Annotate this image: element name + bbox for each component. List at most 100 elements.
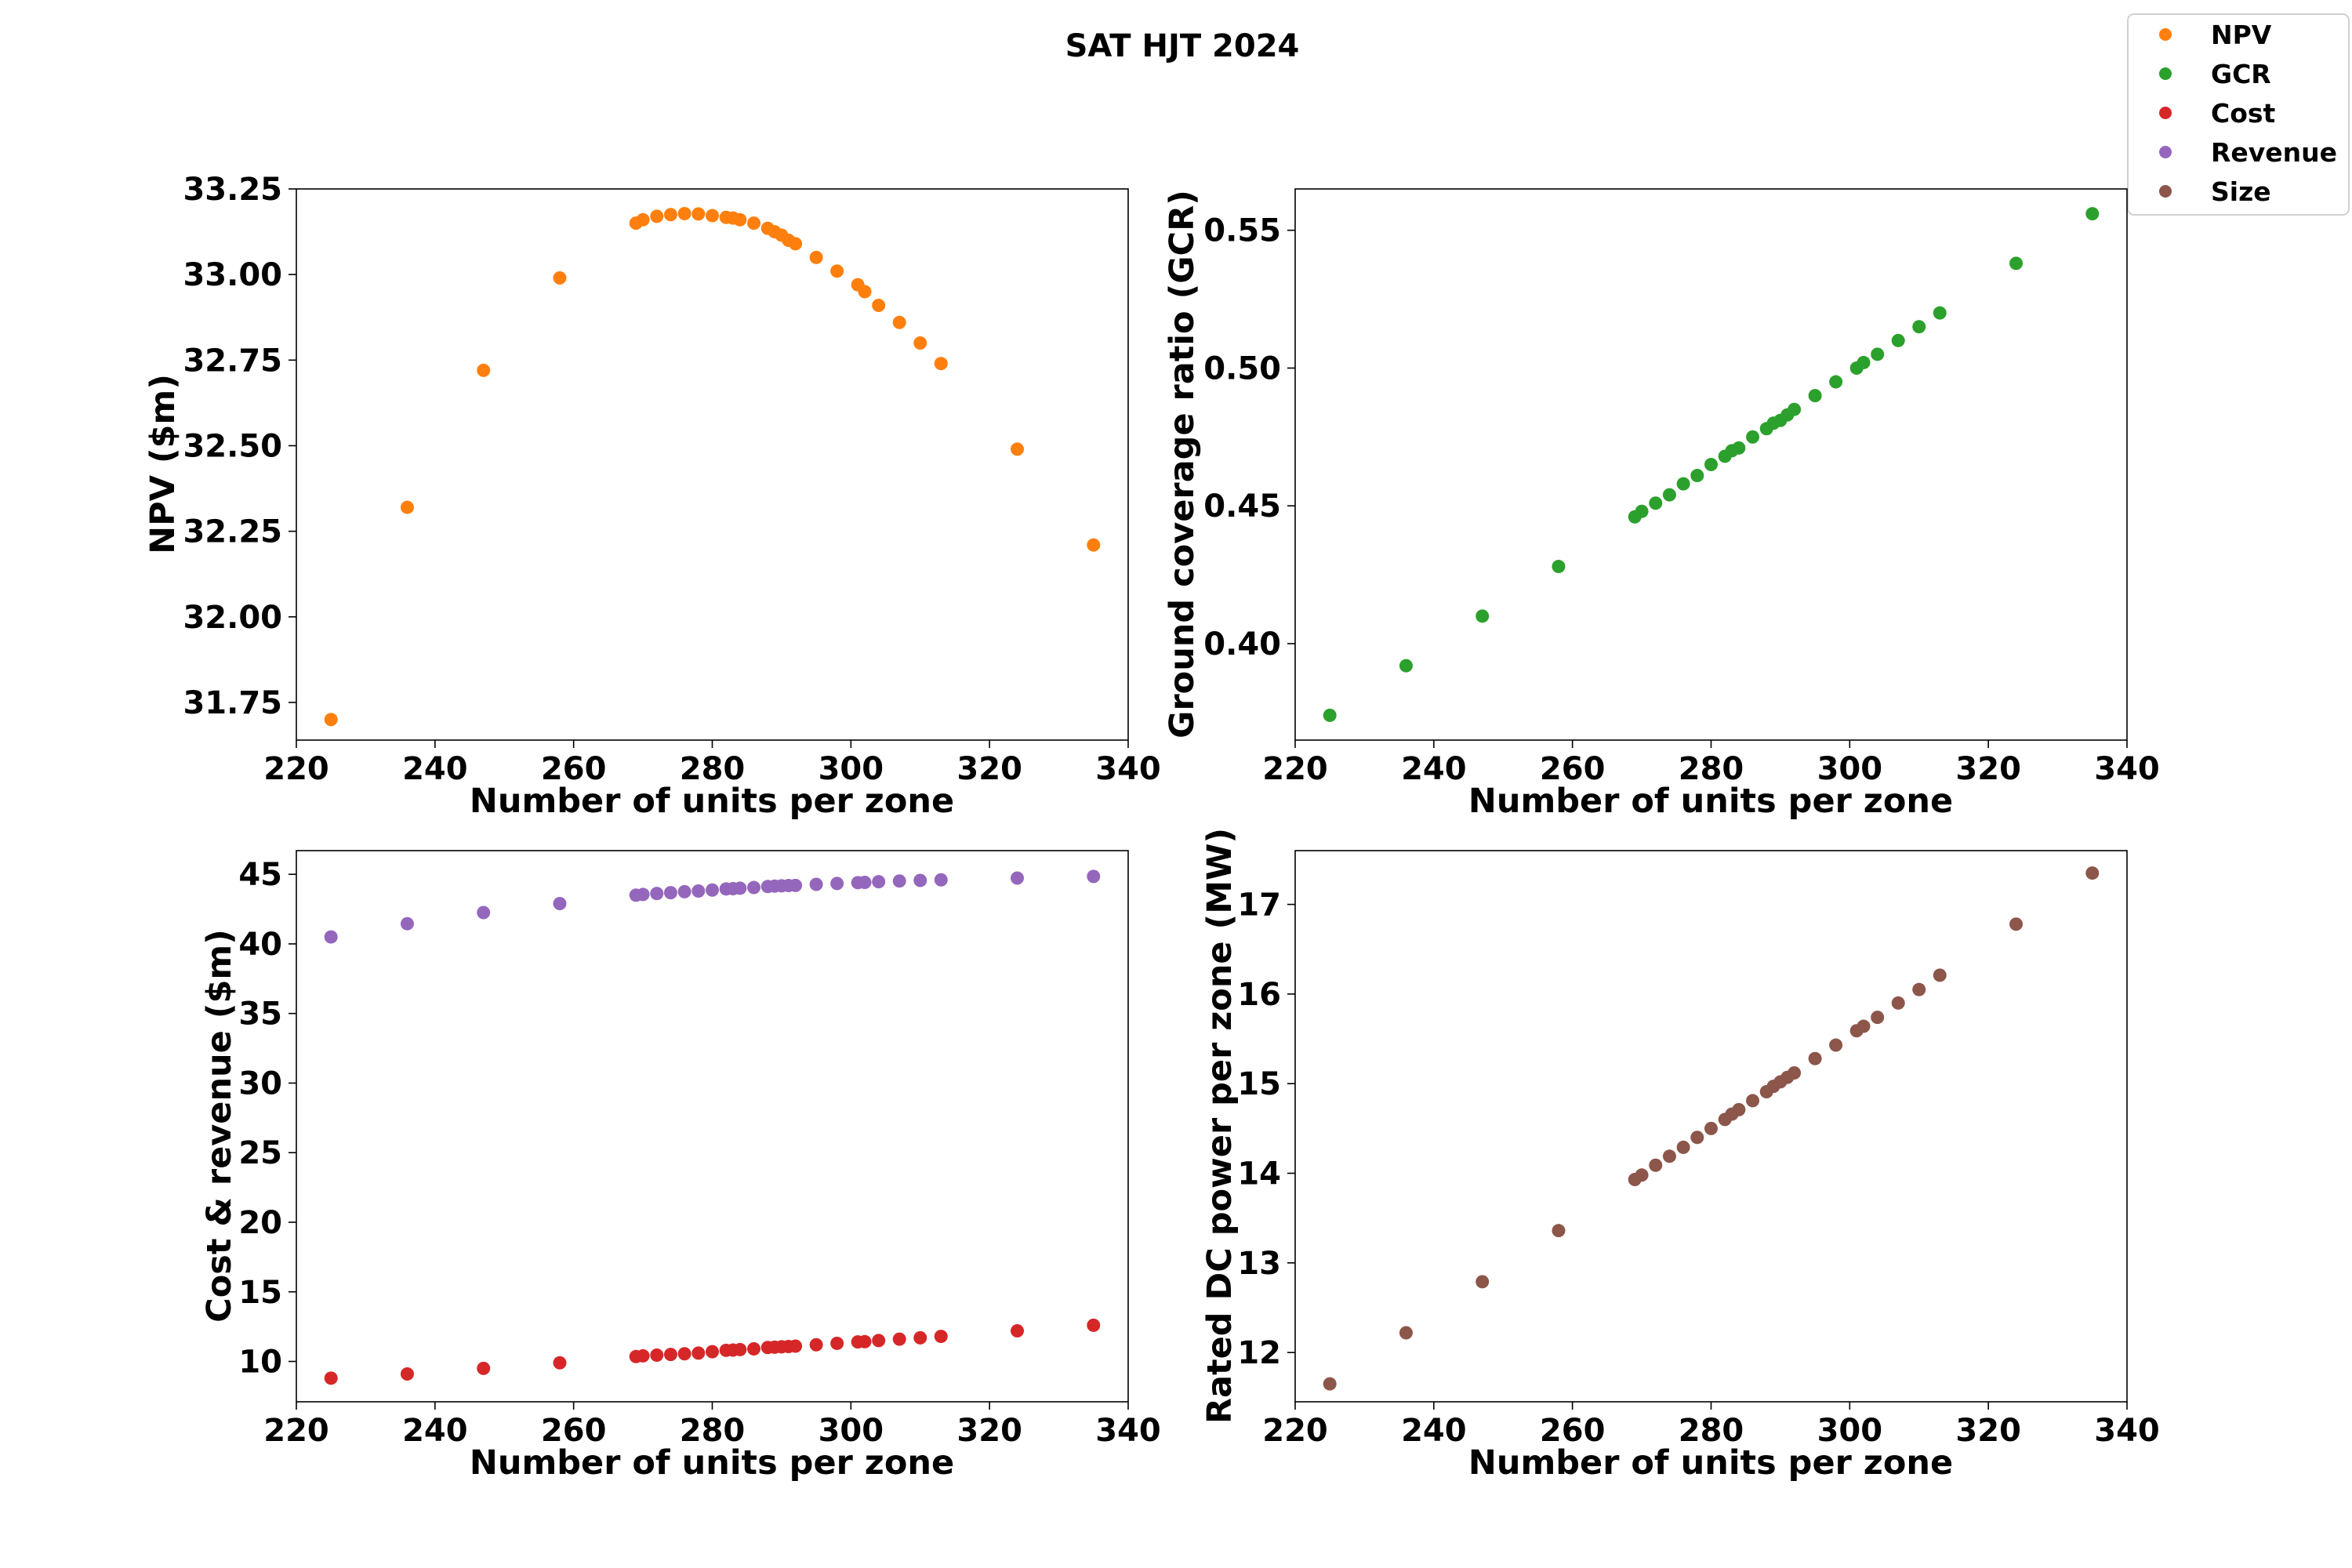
gcr-point: [1891, 333, 1905, 347]
cost-revenue-panel: 220 240 260 280 300 320 340 10 15 20 25 30 35 40 45 N…: [200, 850, 1161, 1483]
cost-revenue-x-tick-label: 260: [541, 1413, 607, 1449]
npv-point: [858, 285, 872, 299]
size-point: [1676, 1140, 1690, 1154]
npv-y-axis-label: NPV ($m): [143, 374, 183, 554]
revenue-point: [830, 877, 844, 891]
dc-power-y-tick-label: 13: [1237, 1246, 1281, 1282]
npv-point: [747, 216, 761, 230]
revenue-point: [691, 884, 706, 898]
npv-y-tick-label: 31.75: [183, 685, 282, 721]
size-point: [2085, 866, 2100, 880]
dc-power-y-tick-label: 14: [1237, 1156, 1281, 1192]
revenue-point: [1087, 869, 1101, 884]
size-point: [1649, 1158, 1663, 1172]
dc-power-y-tick-label: 16: [1237, 977, 1281, 1013]
revenue-point: [706, 883, 719, 897]
npv-points: [324, 206, 1101, 727]
size-point: [1662, 1149, 1676, 1163]
npv-x-tick-label: 280: [680, 751, 746, 787]
cost-revenue-x-tick-label: 340: [1095, 1413, 1161, 1449]
size-point: [1704, 1121, 1718, 1135]
cost-point: [872, 1334, 886, 1348]
gcr-point: [1829, 375, 1843, 389]
cost-revenue-points: [324, 869, 1101, 1385]
cost-point: [934, 1330, 948, 1344]
npv-point: [733, 212, 747, 227]
npv-point: [706, 209, 719, 223]
dc-power-y-tick-label: 12: [1237, 1335, 1281, 1371]
dc-power-x-axis-label: Number of units per zone: [1468, 1443, 1953, 1483]
legend-marker-cost: [2159, 107, 2172, 119]
revenue-point: [553, 896, 567, 910]
gcr-point: [1933, 306, 1947, 320]
cost-point: [858, 1334, 872, 1348]
legend-marker-gcr: [2159, 67, 2172, 80]
cost-revenue-plot-frame: [296, 850, 1129, 1403]
size-point: [1690, 1131, 1704, 1145]
dc-power-y-ticks: 12 13 14 15 16 17: [1237, 887, 1295, 1371]
cost-revenue-y-tick-label: 25: [238, 1135, 282, 1171]
cost-point: [809, 1338, 823, 1352]
npv-point: [691, 207, 706, 221]
cost-revenue-y-tick-label: 30: [238, 1065, 282, 1102]
gcr-point: [1732, 441, 1746, 455]
gcr-point: [2009, 256, 2024, 270]
npv-point: [477, 363, 491, 377]
size-point: [1323, 1377, 1337, 1391]
size-point: [1933, 968, 1947, 982]
revenue-point: [733, 881, 747, 895]
cost-point: [706, 1345, 719, 1359]
cost-point: [650, 1348, 664, 1363]
cost-revenue-y-tick-label: 40: [238, 927, 282, 963]
cost-revenue-y-tick-label: 45: [238, 857, 282, 893]
gcr-x-tick-label: 220: [1262, 751, 1328, 787]
cost-revenue-x-axis-label: Number of units per zone: [470, 1443, 954, 1483]
dc-power-x-tick-label: 300: [1817, 1413, 1883, 1449]
npv-point: [892, 315, 906, 329]
gcr-point: [1662, 488, 1676, 502]
revenue-point: [677, 884, 691, 898]
cost-revenue-x-tick-label: 300: [818, 1413, 884, 1449]
revenue-point: [663, 886, 677, 900]
npv-y-tick-label: 32.25: [183, 514, 282, 550]
gcr-y-axis-label: Ground coverage ratio (GCR): [1163, 190, 1202, 739]
dc-power-x-tick-label: 240: [1401, 1413, 1467, 1449]
cost-revenue-x-tick-label: 320: [956, 1413, 1022, 1449]
dc-power-x-tick-label: 260: [1540, 1413, 1606, 1449]
npv-point: [789, 237, 803, 251]
gcr-point: [1912, 320, 1926, 334]
legend-label-cost: Cost: [2211, 98, 2276, 129]
gcr-point: [1635, 504, 1649, 518]
revenue-point: [650, 887, 664, 901]
legend-frame: [2127, 13, 2350, 216]
cost-revenue-y-axis-label: Cost & revenue ($m): [200, 929, 239, 1323]
gcr-point: [2085, 207, 2100, 221]
npv-point: [1011, 442, 1025, 456]
gcr-x-ticks: 220 240 260 280 300 320 340: [1262, 740, 2160, 787]
gcr-point: [1857, 355, 1871, 369]
dc-power-x-tick-label: 220: [1262, 1413, 1328, 1449]
legend-marker-size: [2159, 185, 2172, 198]
gcr-panel: 220 240 260 280 300 320 340 0.40 0.45 0.50 0.55 N…: [1163, 188, 2160, 821]
npv-y-tick-label: 33.00: [183, 257, 282, 293]
gcr-point: [1475, 609, 1490, 623]
gcr-y-tick-label: 0.55: [1203, 213, 1281, 249]
npv-point: [1087, 538, 1101, 552]
cost-point: [636, 1348, 650, 1363]
npv-point: [830, 264, 844, 278]
dc-power-x-tick-label: 340: [2094, 1413, 2160, 1449]
gcr-x-tick-label: 340: [2094, 751, 2160, 787]
dc-power-x-ticks: 220 240 260 280 300 320 340: [1262, 1402, 2160, 1449]
npv-point: [400, 500, 414, 514]
gcr-point: [1552, 560, 1566, 574]
revenue-point: [872, 875, 886, 889]
gcr-point: [1808, 389, 1822, 403]
dc-power-x-tick-label: 280: [1679, 1413, 1744, 1449]
cost-point: [553, 1356, 567, 1370]
npv-point: [809, 250, 823, 264]
npv-x-tick-label: 220: [263, 751, 329, 787]
gcr-y-tick-label: 0.40: [1203, 626, 1281, 662]
dc-power-panel: 220 240 260 280 300 320 340 12 13 14 15 16 17 Numbe…: [1200, 828, 2160, 1483]
size-point: [2009, 917, 2024, 931]
revenue-point: [809, 877, 823, 891]
